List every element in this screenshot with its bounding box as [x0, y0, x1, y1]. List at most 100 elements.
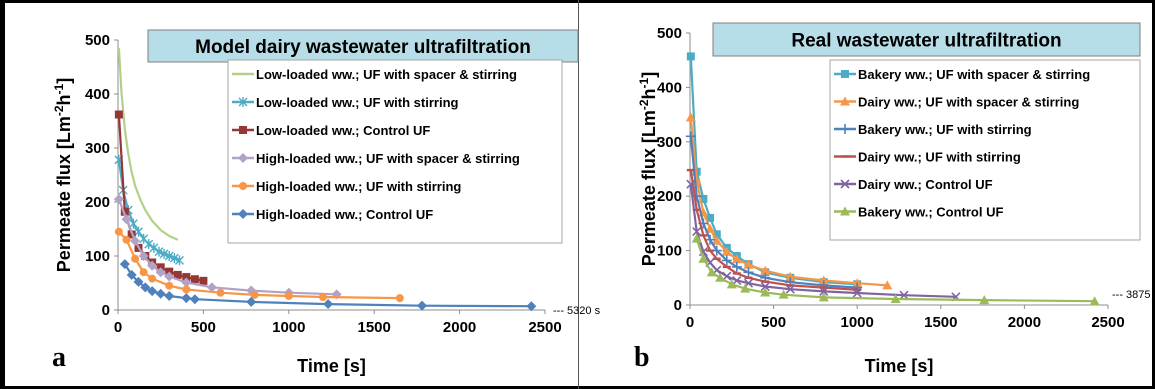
x-tick-label: 0 [686, 314, 694, 331]
y-tick-label: 200 [85, 194, 110, 211]
series-5 [691, 233, 1100, 306]
x-tick-label: 1000 [841, 314, 874, 331]
data-point [819, 286, 829, 296]
data-point [159, 248, 169, 259]
data-point [743, 259, 754, 269]
data-point [164, 271, 175, 282]
data-point [786, 284, 795, 287]
data-point [155, 288, 166, 299]
x-tick-label: 2500 [528, 319, 561, 336]
series-0 [117, 48, 179, 241]
data-point [778, 289, 789, 299]
data-point [417, 300, 428, 311]
x-tick-label: 1000 [272, 319, 305, 336]
series-2 [685, 131, 863, 293]
data-point [712, 257, 721, 260]
data-point [250, 290, 259, 299]
data-point [899, 290, 909, 300]
data-point [1089, 296, 1100, 306]
data-point [138, 251, 149, 261]
data-point [686, 168, 695, 172]
y-tick-label: 100 [85, 248, 110, 265]
data-point [147, 286, 158, 297]
data-point [318, 293, 327, 302]
data-point [722, 265, 731, 269]
legend-marker [841, 155, 849, 158]
data-point [743, 267, 754, 278]
x-axis-label: Time [s] [297, 356, 366, 376]
data-point [699, 234, 708, 237]
data-point [174, 255, 184, 266]
data-point [761, 280, 770, 283]
data-point [114, 110, 123, 119]
data-point [122, 235, 131, 244]
data-point [818, 292, 829, 302]
data-point [121, 214, 132, 225]
data-point [705, 234, 716, 245]
legend-label: Bakery ww.; UF with spacer & stirring [858, 67, 1090, 82]
y-axis-label: Permeate flux [Lm-2h-1] [637, 72, 659, 266]
data-point [691, 175, 702, 185]
data-point [131, 254, 140, 263]
legend-label: Bakery ww.; Control UF [858, 205, 1003, 220]
data-point [128, 218, 138, 229]
data-point [148, 274, 157, 283]
data-point [711, 235, 722, 245]
y-tick-label: 400 [85, 86, 110, 103]
data-point [206, 282, 217, 293]
chart-title-box [712, 22, 1141, 57]
legend-marker [238, 209, 248, 219]
data-point [692, 208, 701, 211]
x-tick-label: 500 [191, 319, 216, 336]
data-point [173, 270, 182, 279]
data-point [740, 283, 751, 293]
data-point [760, 281, 770, 292]
data-point [785, 284, 795, 294]
data-point [785, 271, 796, 281]
legend-marker [239, 126, 247, 134]
x-tick-label: 1500 [924, 314, 957, 331]
x-tick-label: 2000 [1008, 314, 1041, 331]
data-point [760, 265, 771, 275]
chart-title: Real wastewater ultrafiltration [791, 31, 1061, 52]
data-point [181, 277, 192, 288]
data-point [890, 294, 901, 304]
data-point [691, 233, 702, 243]
data-point [284, 291, 293, 300]
data-point [190, 275, 199, 284]
data-point [119, 259, 130, 270]
panel-letter: a [52, 342, 66, 373]
legend-marker [840, 206, 850, 216]
legend-marker [239, 182, 247, 190]
data-point [699, 194, 708, 203]
legend-marker [840, 179, 850, 189]
axis-break-annotation: --- 5320 s [553, 305, 601, 317]
data-point [705, 223, 716, 233]
y-tick-label: 0 [674, 297, 682, 314]
data-point [395, 294, 404, 303]
data-point [140, 282, 151, 293]
series-line [689, 56, 858, 286]
data-point [139, 268, 148, 277]
data-point [164, 290, 175, 301]
data-point [686, 52, 695, 61]
data-point [164, 251, 174, 261]
legend-marker [840, 124, 850, 134]
chart-panel-a: 0 100 200 300 400 500 0 500 1000 1500 2000 2500 Time… [52, 29, 601, 376]
data-point [126, 269, 137, 280]
data-point [852, 288, 862, 298]
series-2 [114, 110, 208, 285]
x-tick-label: 2000 [443, 319, 476, 336]
legend: Bakery ww.; UF with spacer & stirring Dai… [829, 59, 1141, 241]
data-point [706, 213, 715, 222]
series-4 [114, 227, 404, 303]
data-point [706, 249, 715, 252]
data-point [712, 230, 721, 239]
data-point [819, 286, 828, 289]
data-point [149, 242, 159, 253]
legend-label: Dairy ww.; UF with spacer & stirring [858, 95, 1079, 110]
data-point [134, 226, 143, 237]
data-point [323, 299, 334, 310]
